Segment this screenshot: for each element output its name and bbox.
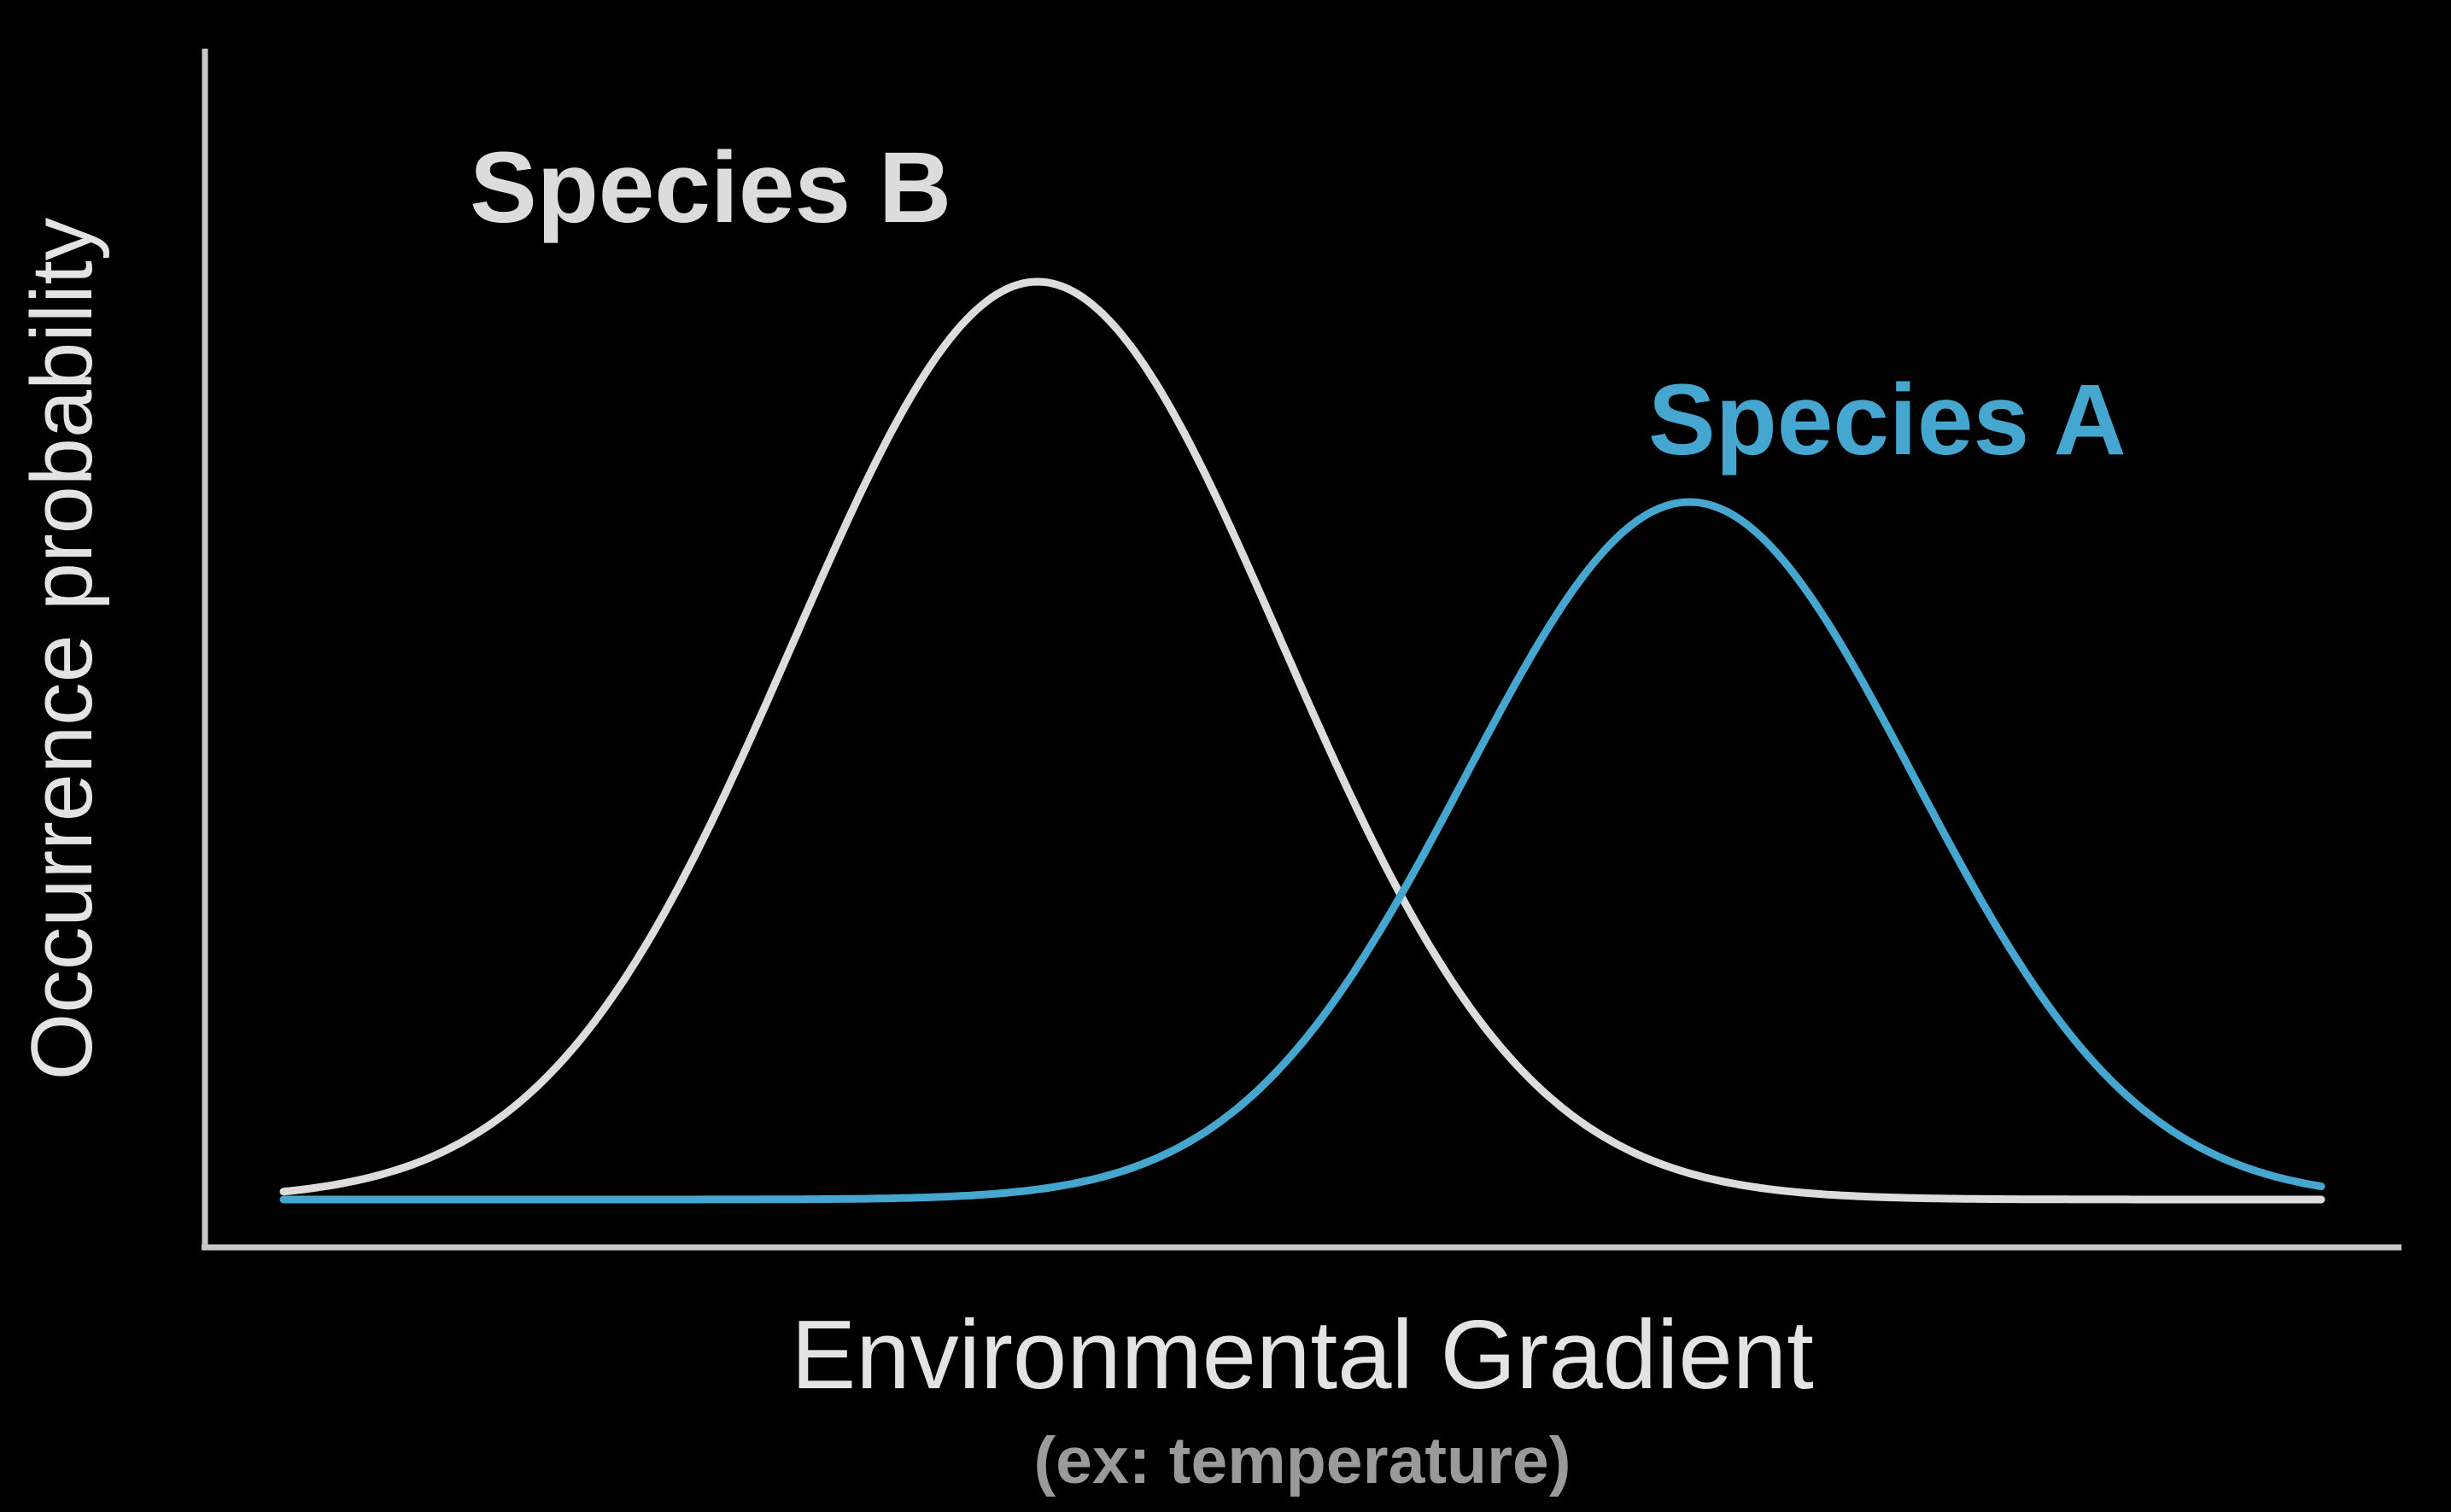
axes [202, 49, 2401, 1251]
series-label-species-b: Species B [470, 131, 951, 244]
series-line-species-b [279, 277, 2325, 1204]
x-axis-note: (ex: temperature) [1033, 1424, 1571, 1497]
series-labels: Species B Species A [470, 131, 2126, 476]
series-group [279, 277, 2325, 1204]
y-axis-label: Occurrence probability [15, 217, 110, 1080]
series-line-species-a [279, 498, 2325, 1204]
x-axis-label: Environmental Gradient [791, 1301, 1814, 1410]
series-label-species-a: Species A [1648, 364, 2126, 476]
